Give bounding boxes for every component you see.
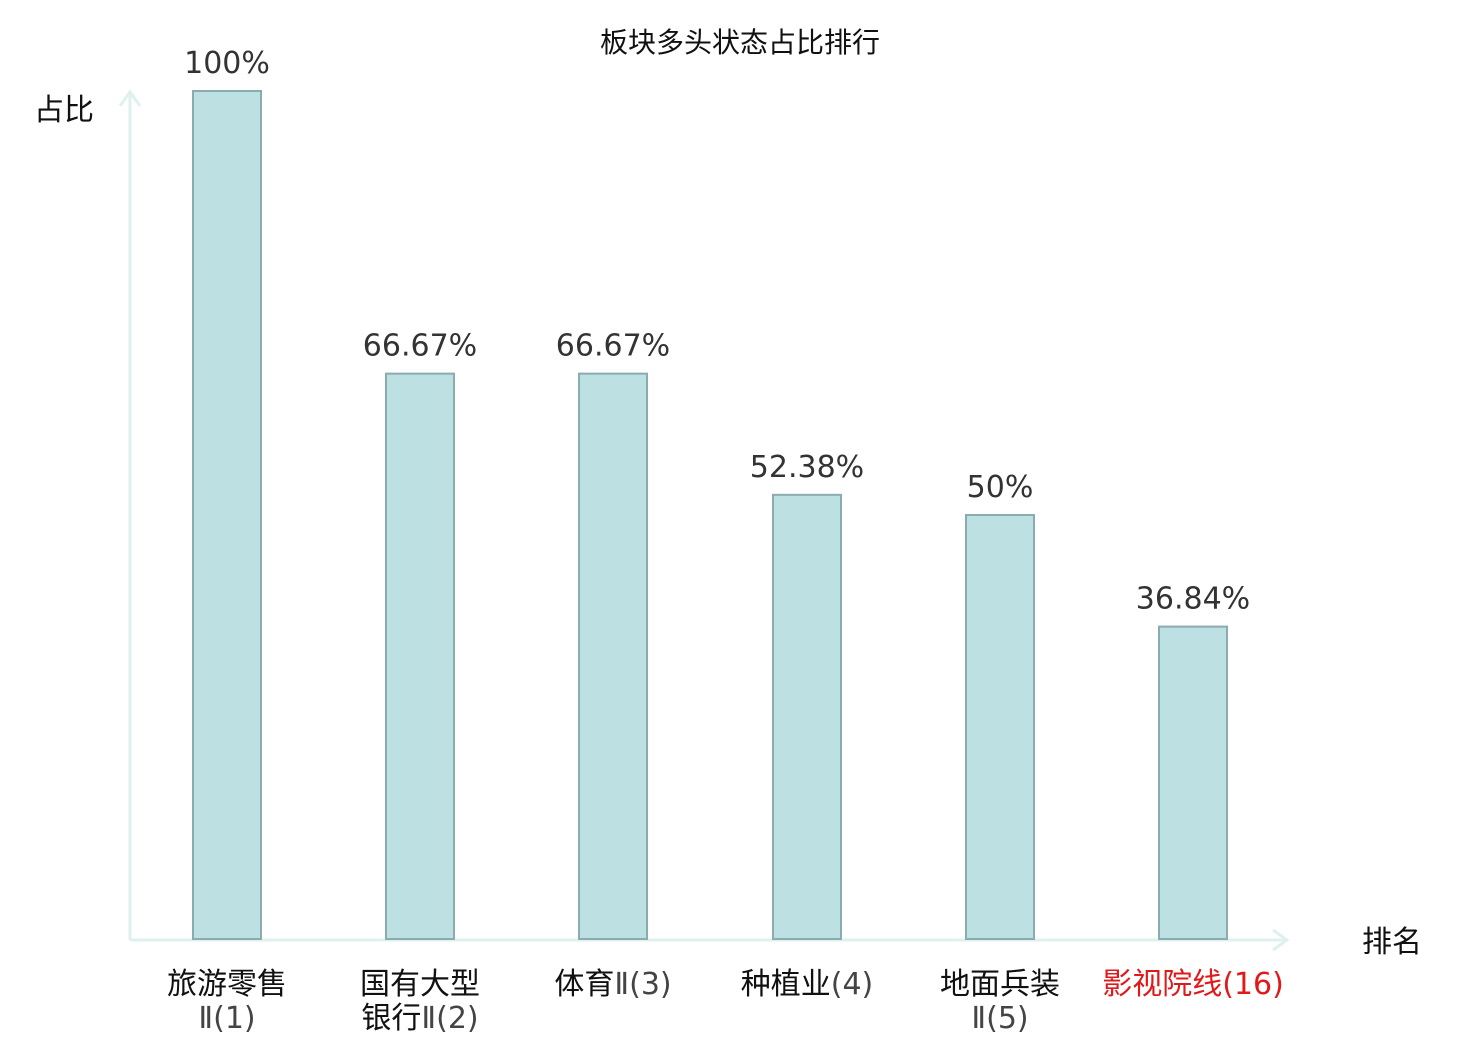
y-axis-arrow (118, 89, 142, 107)
value-label-5: 50% (967, 470, 1034, 505)
value-label-4: 52.38% (750, 450, 864, 485)
bar-4 (772, 493, 842, 940)
category-label-6: 影视院线(16) (1102, 967, 1284, 1002)
bar-2 (385, 372, 455, 940)
bar-3 (578, 372, 648, 940)
value-label-3: 66.67% (556, 329, 670, 364)
category-label-2: 国有大型银行Ⅱ(2) (360, 967, 480, 1036)
bar-6 (1158, 625, 1228, 940)
bars-group (192, 90, 1228, 940)
y-axis-label: 占比 (34, 93, 94, 128)
category-label-4: 种植业(4) (741, 967, 874, 1002)
x-axis-arrow (1272, 928, 1290, 952)
category-label-5: 地面兵装 Ⅱ(5) (940, 967, 1060, 1036)
category-label-1: 旅游零售 Ⅱ(1) (167, 967, 287, 1036)
bar-1 (192, 90, 262, 940)
category-labels-group: 旅游零售 Ⅱ(1) 国有大型银行Ⅱ(2) 体育Ⅱ(3) 种植业(4) 地面兵装 Ⅱ(5) 影视… (167, 967, 1284, 1036)
bar-5 (965, 514, 1035, 940)
value-label-2: 66.67% (363, 329, 477, 364)
value-label-6: 36.84% (1136, 582, 1250, 617)
category-label-3: 体育Ⅱ(3) (554, 967, 671, 1002)
x-axis-label: 排名 (1362, 925, 1422, 960)
value-label-1: 100% (184, 46, 270, 81)
chart-title: 板块多头状态占比排行 (600, 26, 880, 59)
value-labels-group: 100% 66.67% 66.67% 52.38% 50% 36.84% (184, 46, 1250, 617)
